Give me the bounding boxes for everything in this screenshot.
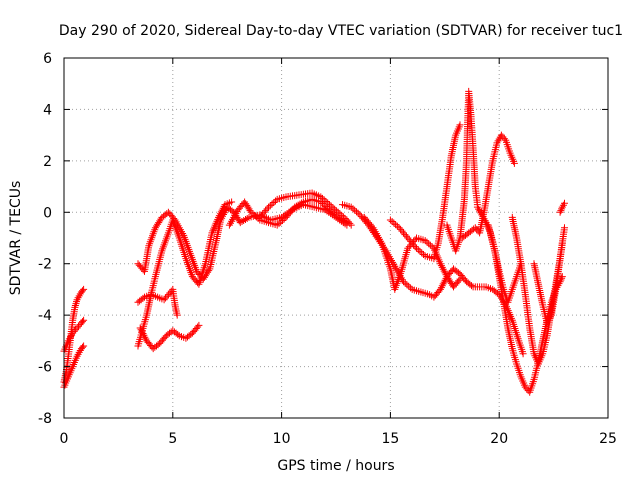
x-tick-label: 20 <box>490 431 508 447</box>
series-sat-n <box>458 131 518 242</box>
data-points <box>386 121 464 263</box>
series-sat-d <box>134 201 351 283</box>
data-points <box>134 198 236 350</box>
series-sat-g <box>136 321 203 353</box>
data-points <box>134 201 351 283</box>
series-sat-l <box>386 121 464 263</box>
x-tick-label: 0 <box>60 431 69 447</box>
y-tick-label: 6 <box>43 51 52 67</box>
x-tick-label: 15 <box>381 431 399 447</box>
y-tick-label: -8 <box>38 411 52 427</box>
series-sat-s <box>556 199 568 216</box>
data-points <box>443 87 481 255</box>
data-points <box>556 199 568 216</box>
series-sat-i <box>256 189 355 229</box>
data-points <box>360 213 464 293</box>
series-sat-r <box>530 224 568 327</box>
data-points <box>530 224 568 327</box>
data-points <box>134 285 181 319</box>
y-tick-label: 4 <box>43 102 52 118</box>
chart-title: Day 290 of 2020, Sidereal Day-to-day VTE… <box>59 23 623 39</box>
y-tick-label: -4 <box>38 308 52 324</box>
y-tick-label: -2 <box>38 257 52 273</box>
series-sat-k <box>360 213 464 293</box>
data-layer <box>60 87 568 396</box>
series-sat-f <box>134 198 236 350</box>
plot-frame <box>63 57 609 419</box>
x-axis-label: GPS time / hours <box>277 458 394 474</box>
ticks: 0 5 10 15 20 25 -8 -6 -4 -2 0 2 4 6 <box>38 51 617 447</box>
series-sat-m <box>443 87 481 255</box>
data-points <box>458 131 518 242</box>
y-tick-label: 0 <box>43 205 52 221</box>
data-points <box>136 321 203 353</box>
x-tick-label: 25 <box>599 431 617 447</box>
x-tick-label: 10 <box>273 431 291 447</box>
data-points <box>256 189 355 229</box>
grid <box>64 58 608 418</box>
y-tick-label: 2 <box>43 154 52 170</box>
y-axis-label: SDTVAR / TECUs <box>8 181 24 296</box>
series-sat-e <box>134 285 181 319</box>
y-tick-label: -6 <box>38 360 52 376</box>
x-tick-label: 5 <box>168 431 177 447</box>
